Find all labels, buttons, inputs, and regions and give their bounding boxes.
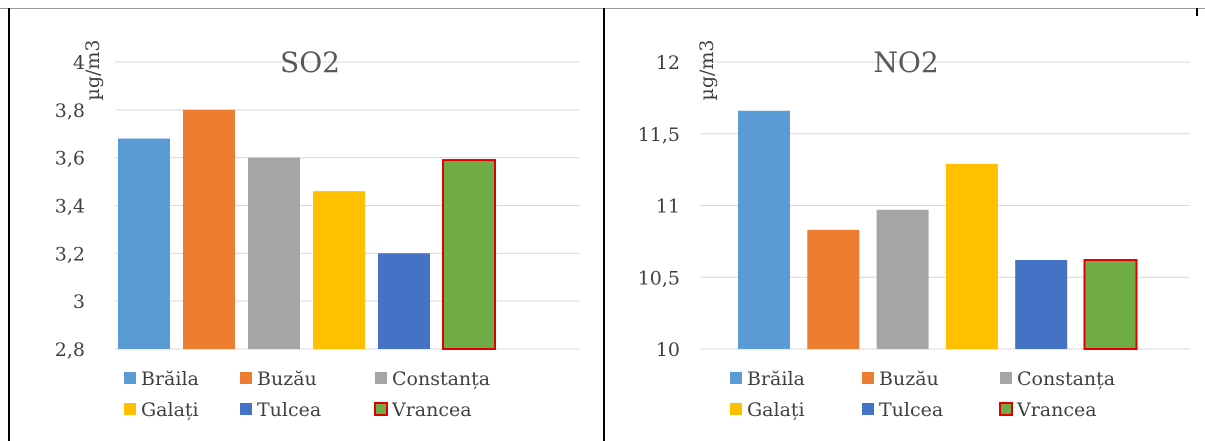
bar-constanța [876, 209, 929, 349]
legend-label: Tulcea [257, 399, 321, 421]
bar-brăila [118, 138, 170, 349]
legend-label: Galați [747, 399, 805, 421]
frame-middle-line [603, 8, 605, 441]
legend-swatch [730, 372, 742, 384]
legend-swatch [730, 403, 742, 415]
legend-swatch [124, 403, 136, 415]
so2-chart: 2,8 3 3,2 3,4 3,6 3,8 4 SO2 µg/m3 Brăila Buzău Cons… [55, 39, 580, 421]
legend-label: Buzău [879, 368, 939, 390]
legend-label: Vrancea [1016, 399, 1097, 421]
frame-left-line [8, 8, 10, 441]
bar-tulcea [1015, 260, 1068, 349]
chart-title: NO2 [873, 46, 938, 79]
bar-galați [945, 163, 998, 349]
y-tick-label: 11 [656, 196, 680, 218]
chart-title: SO2 [280, 46, 340, 79]
legend-swatch [240, 372, 252, 384]
y-tick-label: 12 [656, 52, 680, 74]
bar-buzău [183, 109, 235, 349]
legend-swatch [374, 402, 388, 416]
legend-label: Buzău [257, 368, 317, 390]
no2-chart-panel: 10 10,5 11 11,5 12 NO2 µg/m3 Brăila Buzău Constan… [605, 0, 1205, 441]
legend-label: Galați [141, 399, 199, 421]
legend-label: Constanța [1017, 368, 1115, 390]
bar-tulcea [378, 253, 430, 349]
y-axis-label: µg/m3 [696, 39, 718, 100]
legend-swatch [862, 403, 874, 415]
legend-label: Brăila [747, 368, 805, 390]
y-axis-label: µg/m3 [82, 39, 104, 100]
y-tick-label: 4 [73, 52, 85, 74]
y-tick-label: 10 [656, 339, 680, 361]
bar-vrancea [1083, 259, 1138, 350]
frame-top-line [0, 8, 1205, 9]
frame-right-tick [1196, 8, 1198, 16]
y-tick-label: 11,5 [638, 124, 680, 146]
y-tick-label: 3,6 [55, 148, 85, 170]
legend-swatch [124, 372, 136, 384]
no2-chart: 10 10,5 11 11,5 12 NO2 µg/m3 Brăila Buzău Constan… [638, 39, 1190, 421]
bar-vrancea [442, 159, 496, 350]
legend-swatch [1000, 372, 1012, 384]
so2-chart-panel: 2,8 3 3,2 3,4 3,6 3,8 4 SO2 µg/m3 Brăila Buzău Cons… [0, 0, 598, 441]
bar-constanța [248, 157, 300, 349]
legend-swatch [375, 372, 387, 384]
y-tick-label: 3 [73, 291, 85, 313]
bar-brăila [738, 110, 790, 349]
legend-swatch [240, 403, 252, 415]
y-tick-label: 2,8 [55, 339, 85, 361]
legend-swatch [862, 372, 874, 384]
y-tick-label: 3,8 [55, 100, 85, 122]
bar-buzău [807, 229, 860, 349]
legend-swatch [999, 402, 1013, 416]
y-tick-label: 3,2 [55, 243, 85, 265]
legend-label: Brăila [141, 368, 199, 390]
bar-galați [313, 191, 365, 349]
legend-label: Tulcea [879, 399, 943, 421]
y-tick-label: 3,4 [55, 196, 85, 218]
legend-label: Vrancea [391, 399, 472, 421]
y-tick-label: 10,5 [638, 267, 680, 289]
legend-label: Constanța [392, 368, 490, 390]
